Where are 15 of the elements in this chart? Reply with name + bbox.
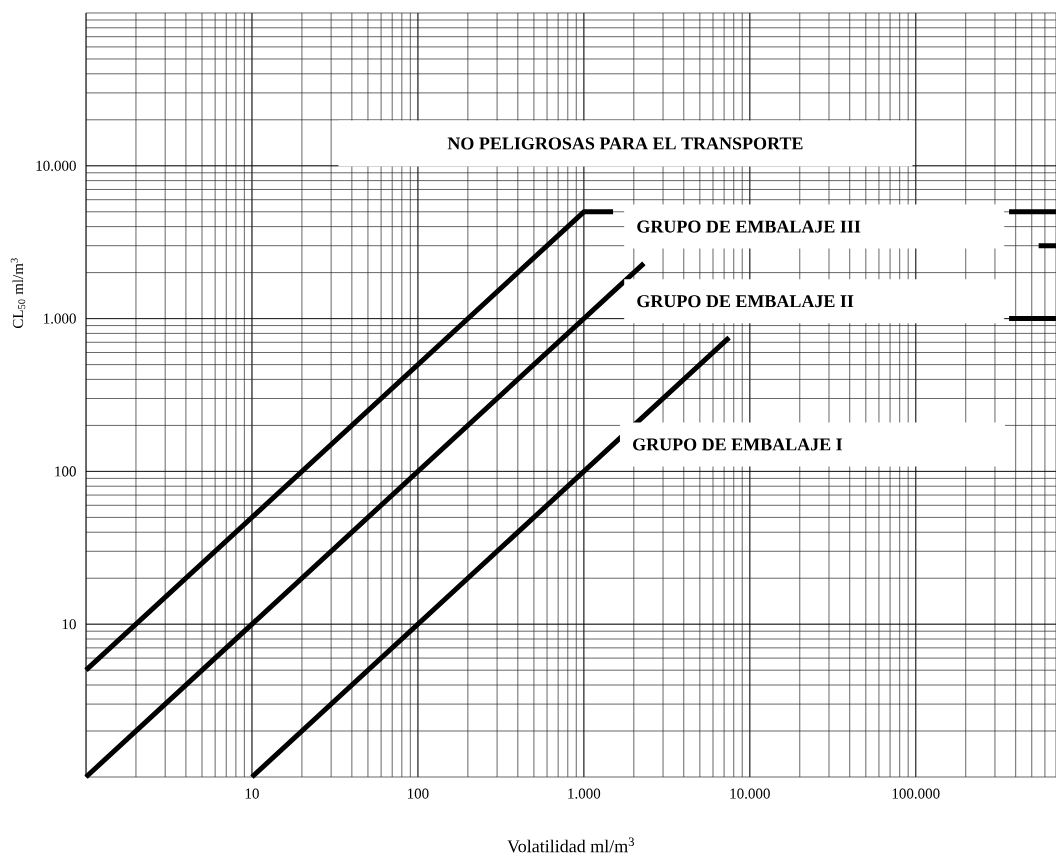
y-tick-label: 100 <box>55 466 76 477</box>
x-tick-label: 10.000 <box>730 788 770 799</box>
y-axis-title: CL$_{50}$ ml/m$^{3}$ <box>10 258 26 329</box>
y-tick-label: 10 <box>62 619 76 630</box>
x-tick-label: 100.000 <box>892 788 940 799</box>
annotation: NO PELIGROSAS PARA EL TRANSPORTE <box>447 137 803 150</box>
x-tick-label: 100 <box>407 788 429 799</box>
x-tick-label: 1.000 <box>568 788 601 799</box>
y-tick-label: 1.000 <box>44 313 76 324</box>
annotation: GRUPO DE EMBALAJE II <box>637 295 854 308</box>
x-axis-title: Volatilidad ml/m$^{3}$ <box>507 837 634 853</box>
y-tick-label: 10.000 <box>36 160 76 171</box>
annotation: GRUPO DE EMBALAJE I <box>633 438 843 451</box>
x-tick-label: 10 <box>245 788 259 799</box>
annotation: GRUPO DE EMBALAJE III <box>637 220 861 233</box>
